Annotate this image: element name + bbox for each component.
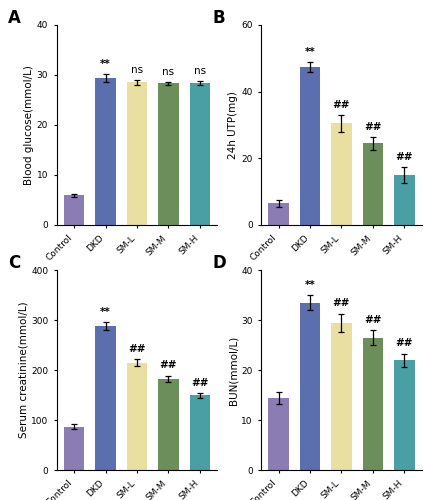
Text: ##: ## [363, 122, 381, 132]
Y-axis label: 24h UTP(mg): 24h UTP(mg) [228, 91, 238, 159]
Bar [189, 84, 210, 225]
Bar [95, 78, 115, 225]
Bar [268, 204, 288, 225]
Y-axis label: Serum creatinine(mmol/L): Serum creatinine(mmol/L) [18, 302, 28, 438]
Bar [95, 326, 115, 470]
Text: ##: ## [128, 344, 145, 354]
Text: ##: ## [395, 152, 412, 162]
Text: **: ** [304, 46, 315, 56]
Bar [393, 175, 414, 225]
Bar [126, 82, 147, 225]
Bar [330, 124, 351, 225]
Bar [158, 378, 178, 470]
Text: **: ** [304, 280, 315, 290]
Text: **: ** [100, 307, 111, 317]
Bar [158, 84, 178, 225]
Text: C: C [8, 254, 20, 272]
Bar [299, 302, 319, 470]
Text: A: A [8, 9, 21, 27]
Text: ns: ns [162, 67, 174, 77]
Text: ##: ## [395, 338, 412, 348]
Bar [299, 66, 319, 225]
Y-axis label: Blood glucose(mmol/L): Blood glucose(mmol/L) [24, 65, 34, 185]
Text: ##: ## [332, 100, 349, 110]
Y-axis label: BUN(mmol/L): BUN(mmol/L) [228, 336, 238, 404]
Bar [362, 338, 382, 470]
Text: **: ** [100, 60, 111, 70]
Bar [330, 322, 351, 470]
Bar [362, 144, 382, 225]
Text: B: B [212, 9, 225, 27]
Text: ##: ## [363, 315, 381, 325]
Bar [126, 362, 147, 470]
Text: ns: ns [131, 65, 143, 75]
Bar [268, 398, 288, 470]
Bar [393, 360, 414, 470]
Bar [189, 395, 210, 470]
Text: ns: ns [194, 66, 206, 76]
Text: ##: ## [191, 378, 208, 388]
Text: ##: ## [159, 360, 177, 370]
Text: ##: ## [332, 298, 349, 308]
Bar [64, 426, 84, 470]
Text: D: D [212, 254, 226, 272]
Bar [64, 195, 84, 225]
